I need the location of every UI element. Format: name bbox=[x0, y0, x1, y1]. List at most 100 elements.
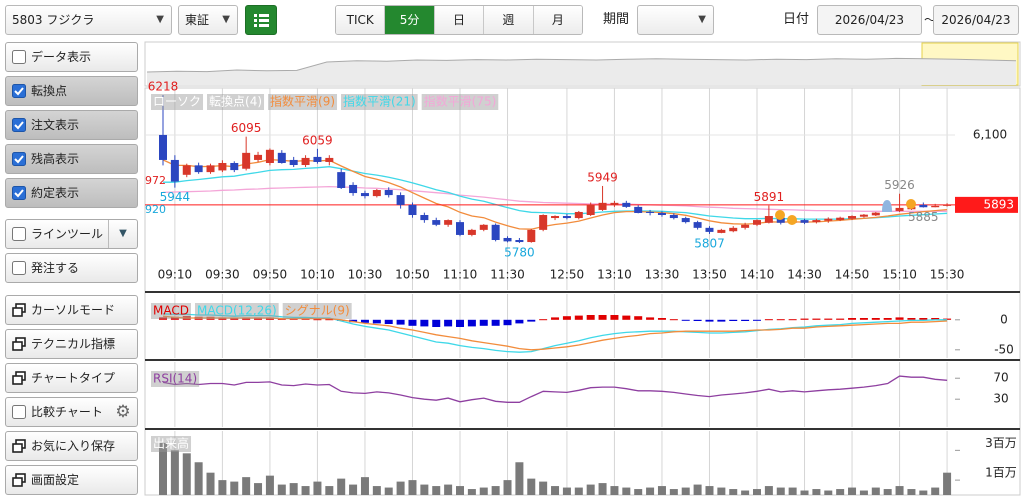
candle-body bbox=[265, 149, 274, 163]
sidebar-label: 画面設定 bbox=[31, 473, 80, 487]
sidebar-button[interactable]: 転換点 bbox=[5, 76, 138, 106]
volume-bar bbox=[836, 489, 845, 495]
volume-bar bbox=[669, 489, 678, 495]
macd-bar bbox=[883, 318, 892, 320]
checkbox-icon bbox=[12, 227, 26, 241]
interval-tab[interactable]: 週 bbox=[483, 6, 533, 34]
candle-body bbox=[218, 162, 227, 171]
position-marker[interactable] bbox=[882, 200, 892, 212]
symbol-select[interactable]: 5803 フジクラ ▼ bbox=[5, 5, 172, 35]
volume-bar bbox=[812, 489, 821, 495]
sidebar-label: チャートタイプ bbox=[31, 371, 115, 385]
dropdown-arrow: ▼ bbox=[222, 14, 230, 25]
sidebar-label: 注文表示 bbox=[31, 118, 80, 132]
candle-body bbox=[919, 204, 928, 208]
volume-bar bbox=[610, 486, 619, 495]
macd-bar bbox=[693, 319, 702, 321]
interval-tab[interactable]: 月 bbox=[532, 6, 582, 34]
legend-label: MACD(12,26) bbox=[197, 304, 277, 318]
legend-label: 出来高 bbox=[153, 436, 189, 451]
macd-bar bbox=[753, 319, 761, 321]
volume-bar bbox=[705, 486, 714, 495]
candle-body bbox=[753, 220, 761, 225]
volume-bar bbox=[313, 481, 322, 495]
volume-bar bbox=[551, 486, 560, 495]
y-tick-label: 30 bbox=[993, 392, 1008, 406]
checkbox-icon bbox=[12, 84, 26, 98]
y-tick-label: 6,100 bbox=[973, 127, 1007, 141]
sidebar-button[interactable]: 注文表示 bbox=[5, 110, 138, 140]
candle-body bbox=[574, 211, 583, 219]
y-tick-label: 70 bbox=[993, 371, 1008, 385]
volume-bar bbox=[467, 489, 476, 495]
sidebar-button[interactable]: データ表示 bbox=[5, 42, 138, 72]
candle-body bbox=[693, 222, 702, 228]
interval-tab[interactable]: TICK bbox=[336, 6, 385, 34]
candle-body bbox=[242, 152, 251, 169]
date-from[interactable]: 2026/04/23 bbox=[817, 5, 922, 35]
legend-label: シグナル(9) bbox=[285, 304, 350, 318]
market-text: 東証 bbox=[185, 13, 210, 27]
high-low-label: 6218 bbox=[148, 80, 179, 94]
sidebar-button[interactable]: 残高表示 bbox=[5, 144, 138, 174]
sidebar-label: 比較チャート bbox=[31, 405, 103, 419]
macd-bar bbox=[159, 317, 167, 320]
interval-tab[interactable]: 5分 bbox=[384, 6, 434, 34]
legend-bg bbox=[207, 94, 265, 110]
macd-bar bbox=[859, 318, 868, 320]
sidebar-label: 約定表示 bbox=[31, 186, 80, 200]
overview-line bbox=[146, 57, 1017, 73]
date-to[interactable]: 2026/04/23 bbox=[933, 5, 1019, 35]
macd-bar bbox=[610, 315, 619, 320]
sidebar-label: ラインツール bbox=[31, 227, 104, 241]
candle-body bbox=[372, 190, 381, 197]
legend-bg bbox=[194, 303, 279, 319]
order-marker[interactable] bbox=[906, 199, 916, 209]
candle-body bbox=[206, 165, 215, 173]
rsi-line bbox=[162, 375, 948, 403]
dropdown-arrow: ▼ bbox=[156, 14, 164, 25]
order-marker[interactable] bbox=[775, 210, 785, 220]
sidebar-button[interactable]: お気に入り保存 bbox=[5, 431, 138, 461]
volume-bar bbox=[646, 487, 655, 495]
candle-body bbox=[313, 156, 322, 162]
window-icon bbox=[12, 337, 26, 351]
order-marker[interactable] bbox=[787, 215, 797, 225]
list-button[interactable] bbox=[245, 5, 277, 35]
macd-bar bbox=[646, 317, 655, 320]
sidebar-button[interactable]: 比較チャート ⚙ bbox=[5, 397, 138, 427]
sidebar-button[interactable]: 発注する bbox=[5, 253, 138, 283]
macd-bar bbox=[586, 315, 595, 320]
macd-bar bbox=[717, 319, 726, 322]
dropdown[interactable]: ▼ bbox=[108, 220, 137, 248]
window-icon bbox=[12, 371, 26, 385]
candle-body bbox=[669, 215, 678, 219]
macd-bar bbox=[408, 319, 417, 326]
sidebar-button[interactable]: 画面設定 bbox=[5, 465, 138, 495]
candle-body bbox=[598, 202, 607, 210]
sidebar-button[interactable]: 約定表示 bbox=[5, 178, 138, 208]
candle-body bbox=[432, 220, 441, 225]
x-tick-label: 11:30 bbox=[490, 268, 525, 282]
volume-bar bbox=[230, 481, 239, 495]
macd-bar bbox=[824, 318, 833, 320]
volume-bar bbox=[800, 490, 809, 495]
macd-bar bbox=[574, 315, 583, 320]
interval-tab[interactable]: 日 bbox=[433, 6, 484, 34]
gear[interactable]: ⚙ bbox=[115, 402, 131, 422]
legend-bg bbox=[268, 94, 338, 110]
period-select[interactable]: ▼ bbox=[637, 5, 714, 35]
macd-bar bbox=[432, 319, 441, 327]
volume-bar bbox=[396, 481, 405, 495]
volume-bar bbox=[539, 481, 548, 495]
sidebar-button[interactable]: チャートタイプ bbox=[5, 363, 138, 393]
sidebar-button[interactable]: ラインツール ▼ bbox=[5, 219, 138, 249]
macd-bar bbox=[764, 319, 773, 321]
candle-body bbox=[444, 220, 453, 225]
volume-bar bbox=[741, 490, 750, 495]
sidebar-button[interactable]: テクニカル指標 bbox=[5, 329, 138, 359]
sidebar-label: 発注する bbox=[31, 261, 80, 275]
market-select[interactable]: 東証 ▼ bbox=[178, 5, 238, 35]
sidebar-button[interactable]: カーソルモード bbox=[5, 295, 138, 325]
volume-bar bbox=[432, 486, 441, 495]
